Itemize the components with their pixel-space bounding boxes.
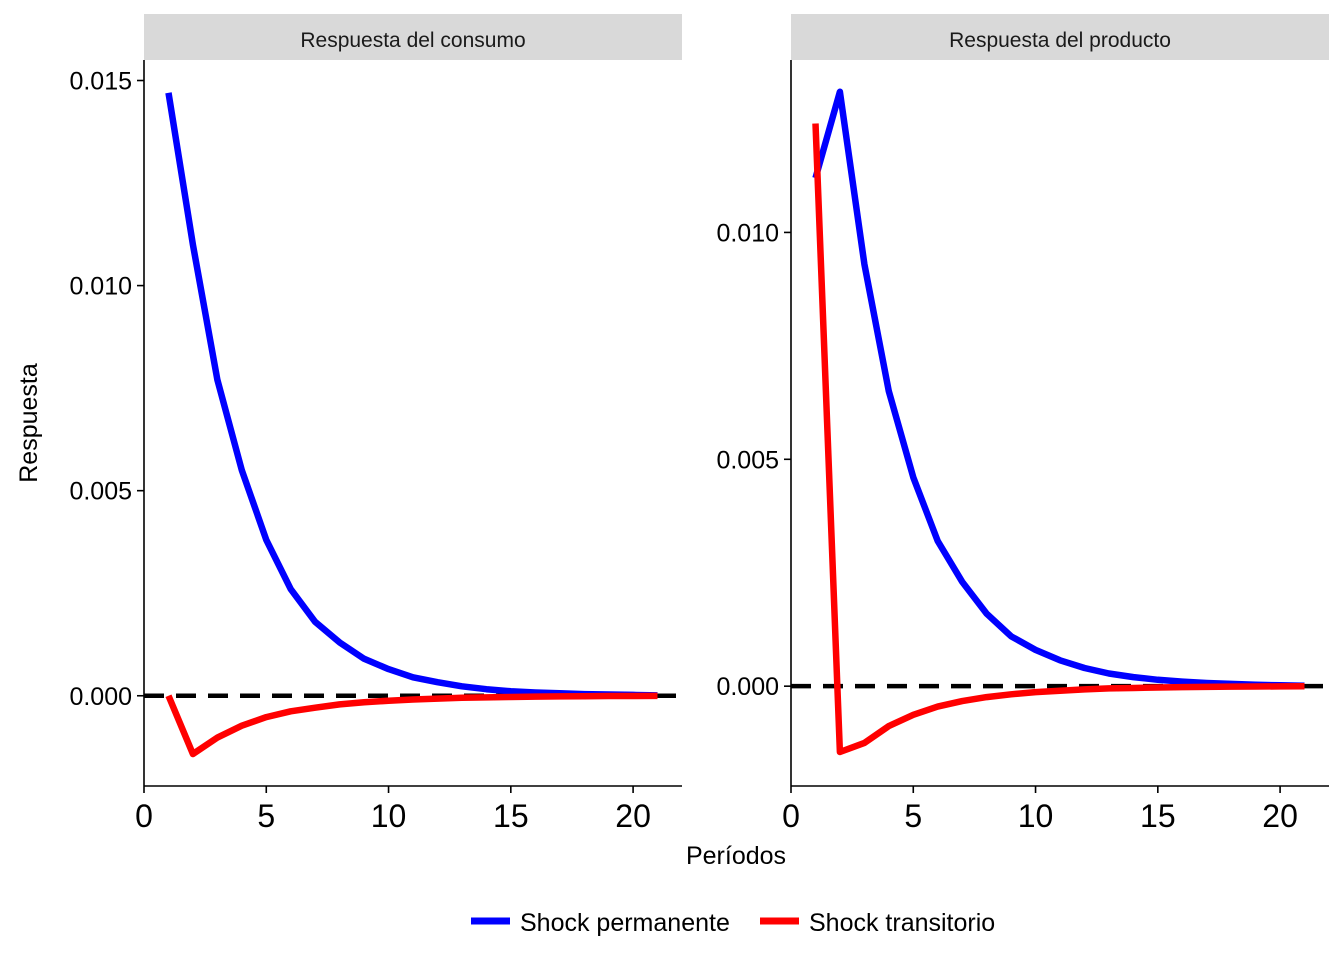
series-line-transitorio bbox=[165, 692, 658, 758]
x-tick-label: 0 bbox=[135, 798, 153, 834]
x-tick-label: 15 bbox=[1140, 798, 1176, 834]
x-tick-label: 0 bbox=[782, 798, 800, 834]
y-tick-label: 0.005 bbox=[69, 478, 132, 506]
x-tick-label: 15 bbox=[493, 798, 529, 834]
legend-label-permanente: Shock permanente bbox=[520, 909, 730, 937]
strip-producto bbox=[791, 14, 1329, 60]
series-line-transitorio bbox=[812, 123, 1305, 756]
x-tick-label: 5 bbox=[257, 798, 275, 834]
y-axis-title: Respuesta bbox=[15, 363, 43, 483]
legend: Shock permanente Shock transitorio bbox=[471, 909, 995, 937]
panel-consumo: Respuesta del consumo 0.000 0.005 0.010 0.0… bbox=[69, 14, 682, 834]
x-tick-label: 10 bbox=[371, 798, 407, 834]
x-tick-label: 10 bbox=[1018, 798, 1054, 834]
panel-title-consumo: Respuesta del consumo bbox=[300, 29, 525, 52]
strip-consumo bbox=[144, 14, 682, 60]
legend-label-transitorio: Shock transitorio bbox=[809, 909, 995, 937]
y-tick-label: 0.000 bbox=[716, 673, 779, 701]
panel-producto: Respuesta del producto 0.000 0.005 0.010 0 5… bbox=[716, 14, 1329, 834]
x-axis-title: Períodos bbox=[686, 842, 786, 870]
y-tick-label: 0.010 bbox=[69, 273, 132, 301]
y-tick-label: 0.000 bbox=[69, 683, 132, 711]
y-tick-label: 0.010 bbox=[716, 219, 779, 247]
panel-title-producto: Respuesta del producto bbox=[949, 29, 1171, 52]
y-tick-label: 0.015 bbox=[69, 68, 132, 96]
series-line-permanente bbox=[812, 88, 1305, 689]
x-tick-label: 5 bbox=[904, 798, 922, 834]
x-tick-label: 20 bbox=[615, 798, 651, 834]
series-line-permanente bbox=[165, 92, 658, 699]
x-tick-label: 20 bbox=[1262, 798, 1298, 834]
y-tick-label: 0.005 bbox=[716, 446, 779, 474]
